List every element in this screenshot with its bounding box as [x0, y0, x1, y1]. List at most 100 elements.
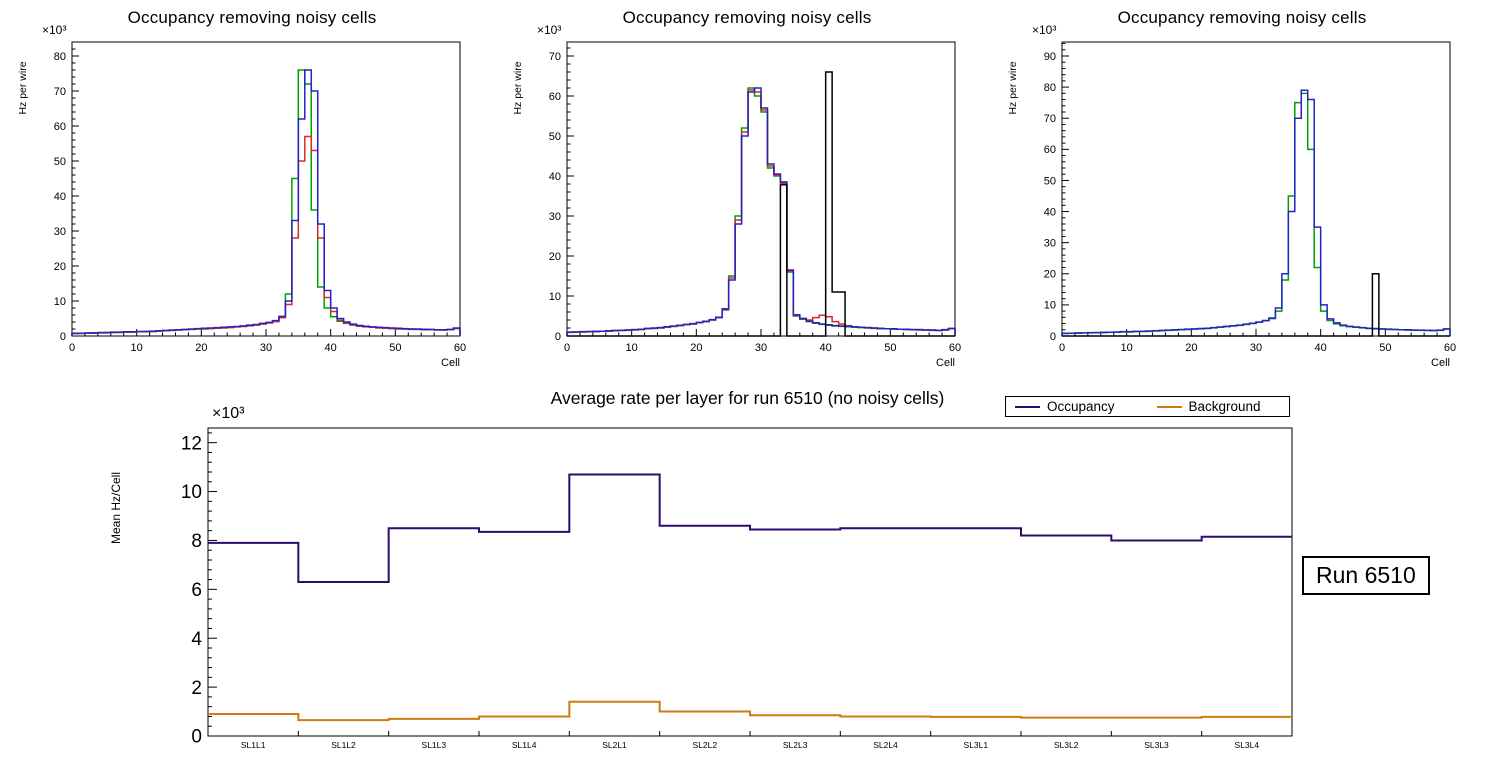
- y-axis: 0 10 20 30 40 50 60 70 80: [54, 41, 79, 343]
- series-line-background: [208, 700, 1292, 722]
- svg-text:70: 70: [1044, 113, 1056, 125]
- plot-frame: [566, 41, 956, 337]
- svg-text:10: 10: [549, 291, 561, 303]
- svg-text:80: 80: [1044, 82, 1056, 94]
- y-axis-title: Mean Hz/Cell: [109, 472, 123, 544]
- run-label-box: Run 6510: [1302, 556, 1430, 595]
- series-line-black: [567, 71, 955, 337]
- x-axis-title: Cell: [1431, 357, 1450, 369]
- occupancy-panel-1: Occupancy removing noisy cells 0 10 20 30 40…: [12, 4, 492, 382]
- svg-text:0: 0: [1059, 342, 1065, 354]
- svg-text:4: 4: [191, 629, 202, 650]
- svg-text:40: 40: [1044, 206, 1056, 218]
- y-exponent: ×10³: [42, 23, 66, 37]
- svg-text:40: 40: [1315, 342, 1327, 354]
- svg-text:10: 10: [1121, 342, 1133, 354]
- series-line-blue: [566, 87, 956, 336]
- panel3-plot: 0 10 20 30 40 50 60 70 80 90 0 10 20 30 40 50 60 Cell ×10³…: [1007, 23, 1456, 369]
- svg-text:SL2L3: SL2L3: [783, 740, 808, 750]
- svg-text:20: 20: [549, 251, 561, 263]
- y-exponent: ×10³: [212, 405, 245, 422]
- svg-text:50: 50: [549, 131, 561, 143]
- panel3-title: Occupancy removing noisy cells: [1117, 8, 1367, 27]
- svg-text:60: 60: [549, 91, 561, 103]
- svg-text:40: 40: [325, 342, 337, 354]
- y-axis-title: Hz per wire: [17, 61, 29, 114]
- svg-text:50: 50: [1379, 342, 1391, 354]
- panel1-plot: 0 10 20 30 40 50 60 70 80 0 10 20 30 40 50 60 Cell ×10³ Hz…: [17, 23, 466, 369]
- svg-text:30: 30: [755, 342, 767, 354]
- svg-text:90: 90: [1044, 51, 1056, 63]
- svg-text:12: 12: [181, 433, 202, 454]
- bottom-chart-title: Average rate per layer for run 6510 (no …: [550, 388, 945, 408]
- occupancy-panel-2: Occupancy removing noisy cells 0 10 20 30 40…: [507, 4, 987, 382]
- x-axis: 0 10 20 30 40 50 60 Cell: [69, 329, 466, 369]
- svg-text:50: 50: [54, 156, 66, 168]
- run-label: Run 6510: [1316, 562, 1416, 588]
- svg-text:30: 30: [1250, 342, 1262, 354]
- svg-text:10: 10: [181, 482, 202, 503]
- panel1-title: Occupancy removing noisy cells: [127, 8, 377, 27]
- svg-text:SL2L4: SL2L4: [873, 740, 898, 750]
- svg-text:6: 6: [191, 580, 202, 601]
- x-axis-title: Cell: [936, 357, 955, 369]
- svg-text:30: 30: [1044, 238, 1056, 250]
- series-lines: [1061, 89, 1451, 337]
- svg-text:10: 10: [131, 342, 143, 354]
- legend-entry-background: Background: [1148, 399, 1290, 414]
- svg-text:0: 0: [1050, 331, 1056, 343]
- y-axis-title: Hz per wire: [1007, 61, 1019, 114]
- svg-text:SL1L1: SL1L1: [241, 740, 266, 750]
- plot-frame: [71, 41, 461, 337]
- y-axis: 0 2 4 6 8 10 12: [181, 432, 217, 748]
- legend: Occupancy Background: [1005, 396, 1290, 417]
- legend-label-occupancy: Occupancy: [1047, 399, 1115, 414]
- svg-text:SL3L2: SL3L2: [1054, 740, 1079, 750]
- legend-label-background: Background: [1188, 399, 1261, 414]
- legend-entry-occupancy: Occupancy: [1006, 399, 1148, 414]
- series-lines: [71, 69, 461, 336]
- svg-text:0: 0: [60, 331, 66, 343]
- occupancy-panel-3: Occupancy removing noisy cells 0 10 20 30 40…: [1002, 4, 1482, 382]
- x-axis: SL1L1 SL1L2 SL1L3 SL1L4 SL2L1 SL2L2 SL2L3 SL2L4…: [207, 731, 1293, 750]
- svg-text:SL2L1: SL2L1: [602, 740, 627, 750]
- svg-text:70: 70: [549, 51, 561, 63]
- series-line-green: [71, 69, 461, 336]
- svg-text:SL1L4: SL1L4: [512, 740, 537, 750]
- svg-text:30: 30: [260, 342, 272, 354]
- panel2-title: Occupancy removing noisy cells: [622, 8, 872, 27]
- svg-text:0: 0: [69, 342, 75, 354]
- svg-text:60: 60: [54, 121, 66, 133]
- y-axis: 0 10 20 30 40 50 60 70: [549, 47, 574, 343]
- x-axis-title: Cell: [441, 357, 460, 369]
- svg-text:60: 60: [949, 342, 961, 354]
- series-line-red: [71, 135, 461, 336]
- svg-text:20: 20: [690, 342, 702, 354]
- background-line-swatch: [1156, 405, 1182, 408]
- svg-text:40: 40: [549, 171, 561, 183]
- series-lines: [566, 71, 956, 337]
- svg-text:20: 20: [54, 261, 66, 273]
- series-line-occupancy: [208, 473, 1292, 583]
- svg-text:40: 40: [54, 191, 66, 203]
- x-axis: 0 10 20 30 40 50 60 Cell: [1059, 329, 1456, 369]
- svg-text:SL2L2: SL2L2: [693, 740, 718, 750]
- svg-text:30: 30: [549, 211, 561, 223]
- svg-text:0: 0: [564, 342, 570, 354]
- svg-text:SL1L3: SL1L3: [422, 740, 447, 750]
- svg-text:70: 70: [54, 86, 66, 98]
- svg-text:0: 0: [555, 331, 561, 343]
- average-rate-panel: Average rate per layer for run 6510 (no …: [100, 386, 1360, 772]
- y-exponent: ×10³: [1032, 23, 1056, 37]
- x-axis: 0 10 20 30 40 50 60 Cell: [564, 329, 961, 369]
- svg-text:60: 60: [1444, 342, 1456, 354]
- svg-text:40: 40: [820, 342, 832, 354]
- svg-text:10: 10: [626, 342, 638, 354]
- series-lines: [208, 473, 1292, 722]
- svg-text:SL3L1: SL3L1: [964, 740, 989, 750]
- series-line-red: [566, 89, 956, 336]
- svg-text:60: 60: [1044, 144, 1056, 156]
- svg-text:20: 20: [1044, 269, 1056, 281]
- svg-text:SL3L3: SL3L3: [1144, 740, 1169, 750]
